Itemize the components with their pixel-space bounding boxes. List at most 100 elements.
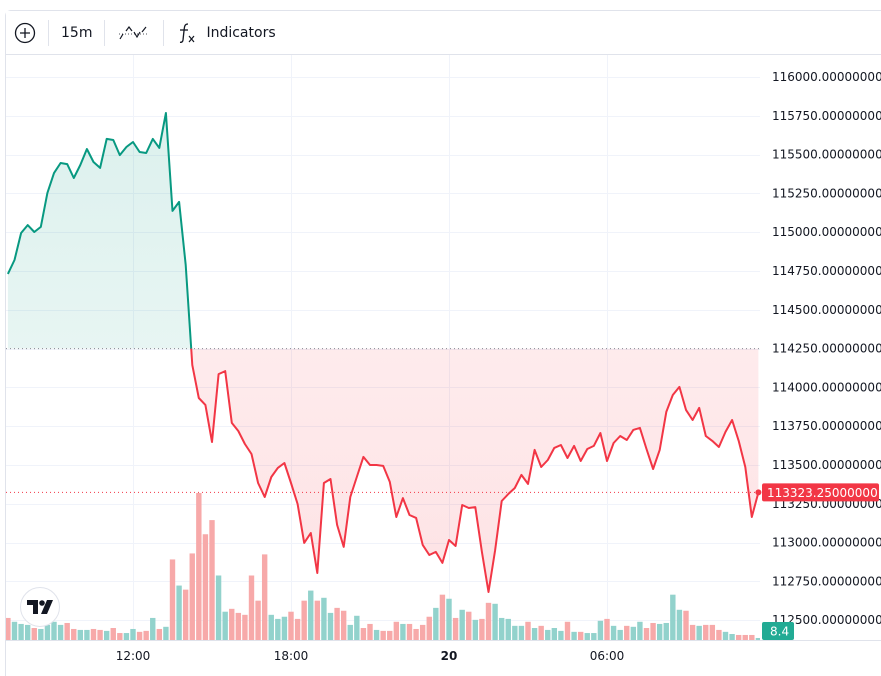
volume-bar — [400, 624, 405, 640]
volume-bar — [519, 626, 524, 640]
volume-bar — [499, 618, 504, 640]
volume-bar — [696, 626, 701, 640]
volume-bar — [756, 638, 761, 640]
volume-bar — [84, 630, 89, 640]
volume-bar — [624, 626, 629, 640]
volume-bar — [209, 520, 214, 640]
volume-bar — [367, 624, 372, 640]
volume-bar — [334, 608, 339, 640]
volume-bar — [5, 618, 10, 640]
price-tick-label: 115000.00000000 — [772, 225, 881, 239]
price-tick-label: 113500.00000000 — [772, 458, 881, 472]
volume-bar — [729, 634, 734, 640]
chart-type-button[interactable] — [109, 18, 159, 48]
volume-bar — [492, 604, 497, 640]
volume-label: 8.4 — [762, 622, 794, 640]
volume-bar — [249, 575, 254, 640]
volume-bar — [78, 630, 83, 640]
volume-bar — [361, 628, 366, 640]
volume-bar — [216, 575, 221, 640]
interval-button[interactable]: 15m — [53, 18, 100, 48]
volume-bar — [301, 601, 306, 640]
price-tick-label: 116000.00000000 — [772, 70, 881, 84]
volume-bar — [644, 628, 649, 640]
volume-bar — [45, 625, 50, 640]
volume-bar — [354, 616, 359, 640]
indicators-button[interactable]: Indicators — [168, 18, 283, 48]
toolbar-divider — [48, 20, 49, 46]
volume-bar — [512, 626, 517, 640]
toolbar-divider — [163, 20, 164, 46]
chart-toolbar: 15m Indicators — [6, 11, 881, 55]
baseline-areas — [8, 113, 759, 592]
volume-bar — [71, 629, 76, 640]
volume-bar — [380, 631, 385, 640]
volume-bar — [321, 598, 326, 640]
volume-bar — [203, 534, 208, 640]
price-tick-label: 113000.00000000 — [772, 536, 881, 550]
volume-bar — [38, 629, 43, 640]
time-tick-label: 20 — [441, 649, 458, 663]
volume-bar — [124, 633, 129, 640]
volume-bar — [25, 625, 30, 640]
volume-bar — [479, 619, 484, 640]
volume-bar — [743, 635, 748, 640]
volume-bar — [117, 633, 122, 640]
tradingview-logo[interactable] — [20, 587, 60, 627]
volume-bar — [394, 622, 399, 640]
volume-bar — [58, 625, 63, 640]
volume-bar — [749, 635, 754, 640]
price-tick-label: 112750.00000000 — [772, 574, 881, 588]
volume-bar — [262, 554, 267, 640]
price-tick-label: 114250.00000000 — [772, 342, 881, 356]
volume-bar — [446, 599, 451, 640]
volume-bar — [710, 625, 715, 640]
volume-bar — [538, 626, 543, 640]
volume-bar — [611, 626, 616, 640]
volume-bar — [288, 612, 293, 640]
volume-bar — [196, 493, 201, 640]
volume-bar — [407, 624, 412, 640]
volume-bar — [170, 559, 175, 640]
volume-bar — [183, 590, 188, 640]
volume-bar — [525, 622, 530, 640]
price-axis[interactable]: 116000.00000000115750.00000000115500.000… — [772, 70, 881, 627]
volume-bar — [282, 617, 287, 640]
volume-bar — [433, 608, 438, 640]
volume-bar — [723, 632, 728, 640]
volume-bar — [236, 613, 241, 640]
price-tick-label: 114500.00000000 — [772, 303, 881, 317]
volume-bar — [427, 617, 432, 640]
volume-bar — [453, 618, 458, 640]
interval-label: 15m — [61, 25, 92, 41]
volume-bar — [657, 624, 662, 640]
volume-bar — [506, 619, 511, 640]
volume-bar — [598, 621, 603, 640]
time-tick-label: 06:00 — [590, 649, 625, 663]
price-tick-label: 114000.00000000 — [772, 380, 881, 394]
volume-bar — [91, 629, 96, 640]
volume-bar — [387, 631, 392, 640]
volume-bar — [295, 619, 300, 640]
volume-bar — [12, 622, 17, 640]
volume-bar — [413, 629, 418, 640]
toolbar-divider — [104, 20, 105, 46]
volume-bar — [466, 612, 471, 640]
volume-bar — [190, 553, 195, 640]
fx-icon — [176, 21, 198, 45]
volume-bar — [130, 629, 135, 640]
volume-bar — [532, 628, 537, 640]
volume-bar — [690, 625, 695, 640]
price-tick-label: 114750.00000000 — [772, 264, 881, 278]
volume-bar — [157, 629, 162, 640]
volume-bar — [18, 624, 23, 640]
plus-circle-icon — [14, 22, 36, 44]
volume-bar — [545, 630, 550, 640]
volume-bar — [242, 615, 247, 640]
volume-bar — [552, 628, 557, 640]
volume-bar — [137, 632, 142, 640]
add-symbol-button[interactable] — [6, 18, 44, 48]
volume-bar — [703, 625, 708, 640]
